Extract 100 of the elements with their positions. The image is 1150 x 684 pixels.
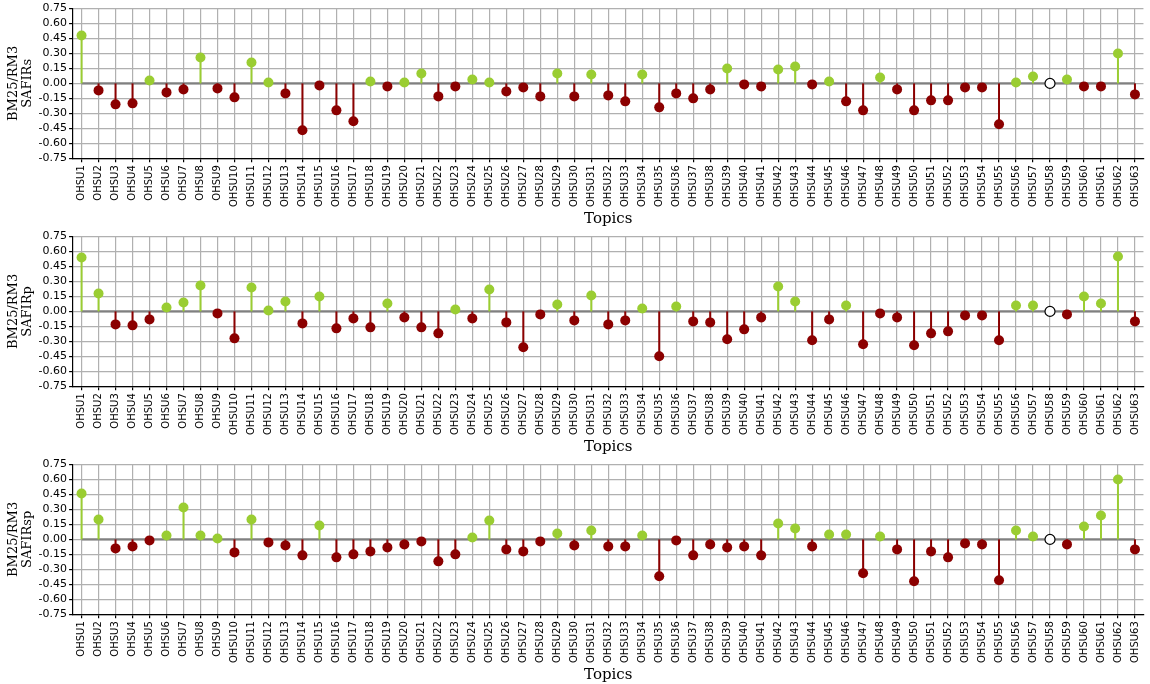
x-tick-label: OHSU55 [992,165,1004,208]
x-tick-label: OHSU27 [516,165,528,208]
x-tick-label: OHSU13 [279,393,291,436]
y-tick-label: -0.75 [38,607,68,621]
x-tick-label: OHSU41 [754,165,766,208]
y-tick-label: -0.15 [38,91,68,105]
x-tick-label: OHSU10 [228,165,240,208]
x-tick-label: OHSU40 [737,621,749,664]
x-tick-label: OHSU20 [397,393,409,436]
x-tick-label: OHSU43 [788,393,800,436]
y-tick-label: 0.30 [42,274,68,288]
x-tick-label: OHSU60 [1077,165,1089,208]
x-tick-label: OHSU33 [618,621,630,664]
x-tick-label: OHSU54 [975,393,987,436]
x-tick-label: OHSU52 [941,393,953,436]
x-tick-label: OHSU25 [482,621,494,664]
x-tick-label: OHSU22 [431,393,443,436]
x-tick-label: OHSU53 [958,165,970,208]
x-tick-label: OHSU23 [448,165,460,208]
x-tick-label: OHSU33 [618,165,630,208]
x-tick-label: OHSU12 [262,621,274,664]
x-tick-label: OHSU61 [1094,393,1106,436]
x-tick-label: OHSU31 [584,393,596,436]
y-tick-label: -0.45 [38,121,68,135]
x-tick-label: OHSU35 [652,393,664,436]
x-tick-label: OHSU38 [703,621,715,664]
x-tick-label: OHSU20 [397,621,409,664]
x-tick-label: OHSU47 [856,393,868,436]
y-tick-label: 0.00 [42,532,68,546]
y-tick-label: -0.15 [38,319,68,333]
x-tick-label: OHSU37 [686,393,698,436]
x-tick-label: OHSU46 [839,393,851,436]
x-axis-title: Topics [584,664,633,683]
x-tick-label: OHSU32 [601,393,613,436]
y-tick-label: 0.75 [42,457,68,471]
y-tick-label: 0.45 [42,259,68,273]
x-tick-label: OHSU48 [873,165,885,208]
x-tick-label: OHSU43 [788,621,800,664]
y-tick-label: -0.15 [38,547,68,561]
y-tick-label: -0.60 [38,364,68,378]
x-tick-label: OHSU62 [1111,621,1123,664]
x-tick-label: OHSU58 [1043,393,1055,436]
y-tick-label: 0.75 [42,229,68,243]
x-tick-label: OHSU1 [75,165,87,201]
y-tick-label: 0.45 [42,31,68,45]
y-tick-label: -0.45 [38,349,68,363]
x-tick-label: OHSU47 [856,165,868,208]
x-tick-label: OHSU41 [754,621,766,664]
x-tick-label: OHSU9 [211,621,223,657]
x-tick-label: OHSU21 [414,393,426,436]
x-tick-label: OHSU34 [635,393,647,436]
y-tick-label: 0.75 [42,1,68,15]
x-tick-label: OHSU7 [177,621,189,657]
x-tick-label: OHSU29 [550,393,562,436]
x-tick-label: OHSU24 [465,393,477,436]
y-tick-label: 0.30 [42,502,68,516]
x-tick-label: OHSU9 [211,393,223,429]
x-tick-label: OHSU28 [533,393,545,436]
y-tick-label: 0.60 [42,244,68,258]
x-tick-label: OHSU8 [194,621,206,657]
x-tick-label: OHSU40 [737,165,749,208]
x-tick-label: OHSU27 [516,621,528,664]
x-tick-label: OHSU21 [414,621,426,664]
x-tick-label: OHSU28 [533,165,545,208]
x-tick-label: OHSU11 [245,393,257,436]
x-tick-label: OHSU34 [635,165,647,208]
x-tick-label: OHSU23 [448,393,460,436]
x-tick-label: OHSU30 [567,621,579,664]
x-tick-label: OHSU49 [890,165,902,208]
x-axis-title: Topics [584,208,633,227]
x-tick-label: OHSU10 [228,621,240,664]
x-tick-label: OHSU44 [805,621,817,664]
x-tick-label: OHSU57 [1026,621,1038,664]
x-tick-label: OHSU8 [194,165,206,201]
x-tick-label: OHSU14 [296,393,308,436]
x-tick-label: OHSU5 [143,621,155,657]
y-axis-title: BM25/RM3 SAFIRp [4,273,34,349]
x-tick-label: OHSU58 [1043,621,1055,664]
y-tick-label: 0.60 [42,16,68,30]
x-tick-label: OHSU7 [177,393,189,429]
x-tick-label: OHSU29 [550,621,562,664]
x-tick-label: OHSU6 [160,621,172,657]
x-tick-label: OHSU22 [431,165,443,208]
x-tick-label: OHSU34 [635,621,647,664]
x-tick-label: OHSU62 [1111,393,1123,436]
x-tick-label: OHSU18 [363,621,375,664]
x-tick-label: OHSU37 [686,621,698,664]
x-tick-label: OHSU8 [194,393,206,429]
x-tick-label: OHSU42 [771,621,783,664]
y-axis-title: BM25/RM3 SAFIRsp [4,501,34,577]
y-tick-label: 0.45 [42,487,68,501]
x-tick-label: OHSU14 [296,165,308,208]
x-tick-label: OHSU23 [448,621,460,664]
x-tick-label: OHSU11 [245,165,257,208]
x-tick-label: OHSU15 [313,393,325,436]
x-tick-label: OHSU15 [313,165,325,208]
x-tick-label: OHSU12 [262,393,274,436]
x-tick-label: OHSU1 [75,621,87,657]
x-tick-label: OHSU5 [143,393,155,429]
x-tick-label: OHSU52 [941,165,953,208]
